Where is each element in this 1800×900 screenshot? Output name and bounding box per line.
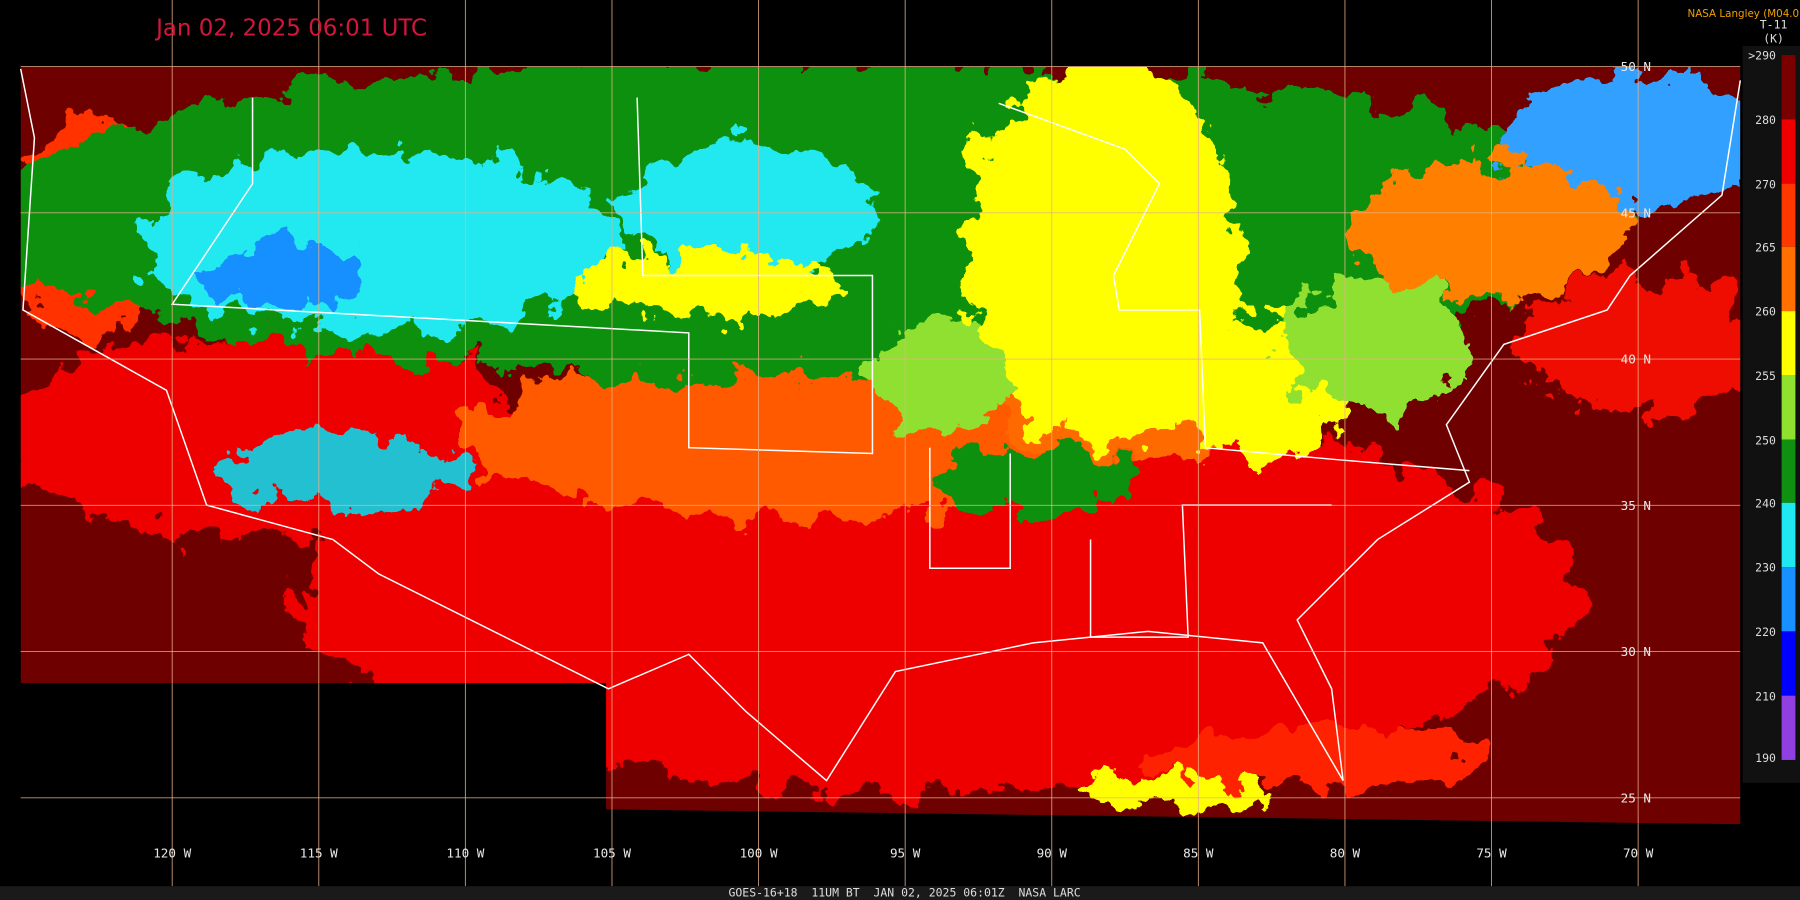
footer: GOES-16+18 11UM BT JAN 02, 2025 06:01Z N…: [729, 886, 1081, 900]
colorbar-label: 230: [1755, 561, 1776, 575]
latitude-label: 25 N: [1621, 790, 1651, 805]
longitude-label: 105 W: [593, 846, 631, 861]
colorbar-label: 280: [1755, 113, 1776, 127]
colorbar: [1742, 45, 1800, 783]
longitude-label: 70 W: [1623, 846, 1654, 861]
longitude-label: 110 W: [446, 846, 484, 861]
colorbar-units: (K): [1763, 31, 1784, 45]
colorbar-labels: >290 280 270 265 260 255 250 240 230 220 210 190: [1748, 49, 1776, 766]
longitude-label: 85 W: [1183, 846, 1214, 861]
colorbar-label: 240: [1755, 496, 1776, 510]
longitude-label: 115 W: [300, 846, 338, 861]
graticule: 50 N 45 N 40 N 35 N 30 N 25 N 120 W 115 W 110 W 1…: [20, 0, 1741, 887]
imagery: [20, 66, 1741, 825]
latitude-label: 40 N: [1621, 352, 1651, 367]
colorbar-label: 210: [1755, 689, 1776, 703]
latitude-label: 45 N: [1621, 205, 1651, 220]
longitude-label: 120 W: [153, 846, 191, 861]
colorbar-label: >290: [1748, 49, 1776, 63]
footer-bar: [0, 886, 1800, 900]
colorbar-label: 270: [1755, 177, 1776, 191]
latitude-label: 30 N: [1621, 644, 1651, 659]
colorbar-label: 260: [1755, 305, 1776, 319]
colorbar-label: 255: [1755, 369, 1776, 383]
colorbar-label: 190: [1755, 751, 1776, 765]
longitude-label: 75 W: [1476, 846, 1507, 861]
colorbar-label: 265: [1755, 240, 1776, 254]
credit: NASA Langley (M04.0): [1688, 8, 1800, 20]
latitude-label: 50 N: [1621, 59, 1651, 74]
colorbar-label: 250: [1755, 433, 1776, 447]
colorbar-label: 220: [1755, 625, 1776, 639]
longitude-label: 95 W: [890, 846, 921, 861]
longitude-label: 80 W: [1330, 846, 1361, 861]
longitude-label: 90 W: [1037, 846, 1068, 861]
colorbar-title: T-11: [1760, 18, 1788, 32]
map-title: Jan 02, 2025 06:01 UTC: [154, 16, 427, 42]
longitude-label: 100 W: [740, 846, 778, 861]
latitude-label: 35 N: [1621, 498, 1651, 513]
